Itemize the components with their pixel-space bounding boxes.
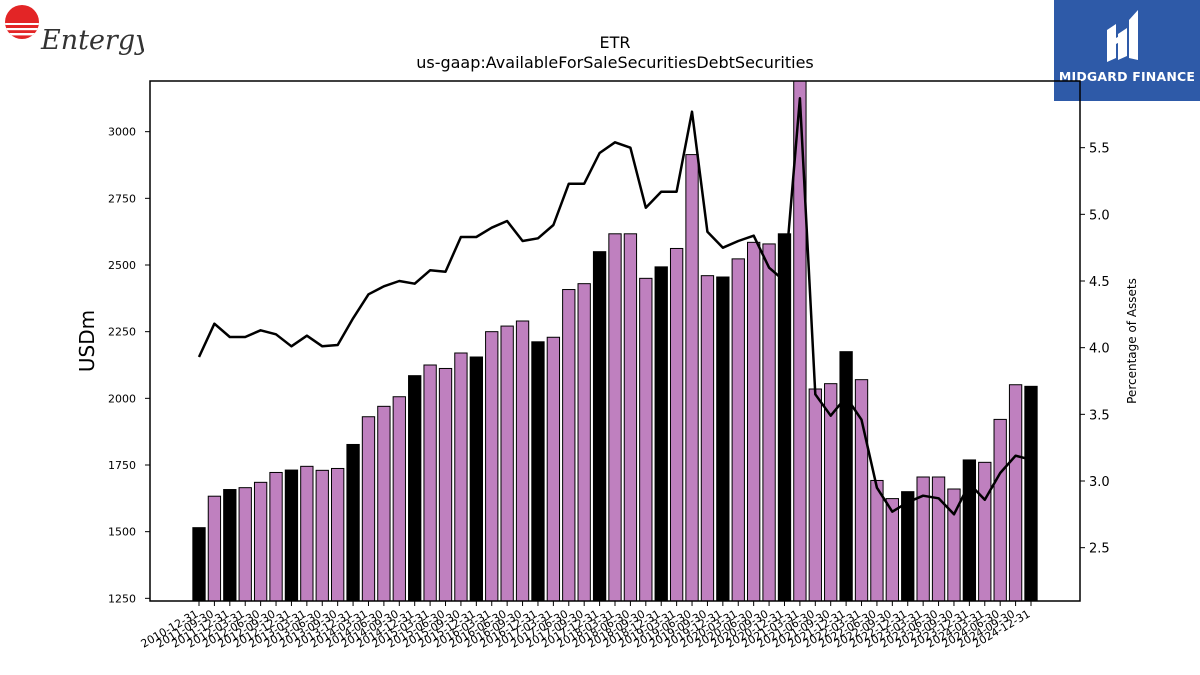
- entergy-logo-text: Entergy: [40, 25, 144, 56]
- y-tick-label: 2250: [108, 326, 136, 339]
- bar: [531, 341, 545, 602]
- y-tick-label: 1500: [108, 526, 136, 539]
- bar: [223, 489, 237, 602]
- bar: [700, 275, 715, 602]
- y2-axis-label: Percentage of Assets: [1125, 278, 1139, 404]
- bar: [207, 495, 222, 602]
- bar: [762, 243, 776, 602]
- y2-tick-label: 5.5: [1089, 142, 1110, 157]
- bar: [777, 233, 792, 602]
- bar: [408, 375, 422, 602]
- bar: [623, 233, 638, 602]
- chart-subtitle: us-gaap:AvailableForSaleSecuritiesDebtSe…: [416, 53, 814, 72]
- bar: [546, 336, 561, 602]
- bar: [839, 351, 853, 602]
- y2-tick-label: 3.0: [1089, 475, 1110, 490]
- bar: [392, 396, 406, 602]
- bar: [238, 487, 252, 602]
- bar: [978, 461, 992, 602]
- y-tick-label: 2000: [108, 392, 136, 405]
- bar: [901, 491, 915, 602]
- bar-series: [192, 80, 1038, 602]
- bar: [608, 233, 622, 602]
- y-tick-label: 1250: [108, 592, 136, 605]
- bar: [577, 283, 591, 602]
- bar: [469, 356, 483, 602]
- bar: [454, 352, 468, 602]
- line-series: [197, 97, 1032, 516]
- bar: [669, 247, 684, 602]
- midgard-logo-text: MIDGARD FINANCE: [1058, 69, 1196, 84]
- entergy-logo-mark: Entergy: [5, 5, 151, 56]
- bar: [346, 443, 360, 602]
- midgard-finance-logo: MIDGARD FINANCE: [1054, 0, 1200, 101]
- bar: [747, 241, 761, 602]
- bar: [685, 154, 699, 602]
- bar: [284, 469, 299, 602]
- bar: [423, 364, 437, 602]
- bar: [562, 289, 576, 602]
- y-axis-right: 2.5 3.0 3.5 4.0 4.5 5.0 5.5: [1080, 142, 1110, 557]
- bar: [500, 325, 514, 602]
- y-axis-left: 1250 1500 1750 2000 2250 2500 2750 3000: [108, 126, 150, 605]
- bar: [485, 331, 499, 602]
- y2-tick-label: 4.5: [1089, 275, 1110, 290]
- bar: [716, 276, 730, 602]
- bar: [870, 479, 884, 602]
- bar: [654, 266, 668, 602]
- bar: [993, 418, 1007, 602]
- bar: [639, 277, 653, 602]
- entergy-logo: Entergy: [4, 4, 151, 60]
- bar: [377, 405, 391, 602]
- midgard-logo-mark: [1107, 10, 1138, 62]
- bar: [515, 320, 530, 602]
- chart-title: ETR: [600, 33, 631, 52]
- bar: [269, 471, 283, 602]
- bar: [315, 469, 329, 602]
- bar: [300, 465, 314, 602]
- bar: [731, 258, 745, 602]
- bar: [331, 467, 345, 602]
- bar: [885, 498, 899, 602]
- y2-tick-label: 3.5: [1089, 408, 1110, 423]
- y-tick-label: 2500: [108, 259, 136, 272]
- bar: [438, 367, 453, 602]
- bar: [192, 527, 206, 602]
- bar: [1024, 385, 1038, 602]
- y2-tick-label: 4.0: [1089, 342, 1110, 357]
- y2-tick-label: 5.0: [1089, 208, 1110, 223]
- bar: [962, 459, 977, 602]
- y-axis-label: USDm: [75, 310, 99, 372]
- y2-tick-label: 2.5: [1089, 542, 1110, 557]
- x-axis: 2010-12-312011-09-302011-12-312012-03-31…: [139, 601, 1033, 651]
- bar: [361, 416, 376, 602]
- line-path: [197, 97, 1032, 516]
- y-tick-label: 1750: [108, 459, 136, 472]
- bar: [808, 388, 822, 602]
- bar: [1008, 384, 1023, 602]
- bar: [592, 251, 607, 602]
- y-tick-label: 3000: [108, 126, 136, 139]
- y-tick-label: 2750: [108, 192, 136, 205]
- bar: [931, 476, 946, 602]
- bar: [253, 481, 268, 602]
